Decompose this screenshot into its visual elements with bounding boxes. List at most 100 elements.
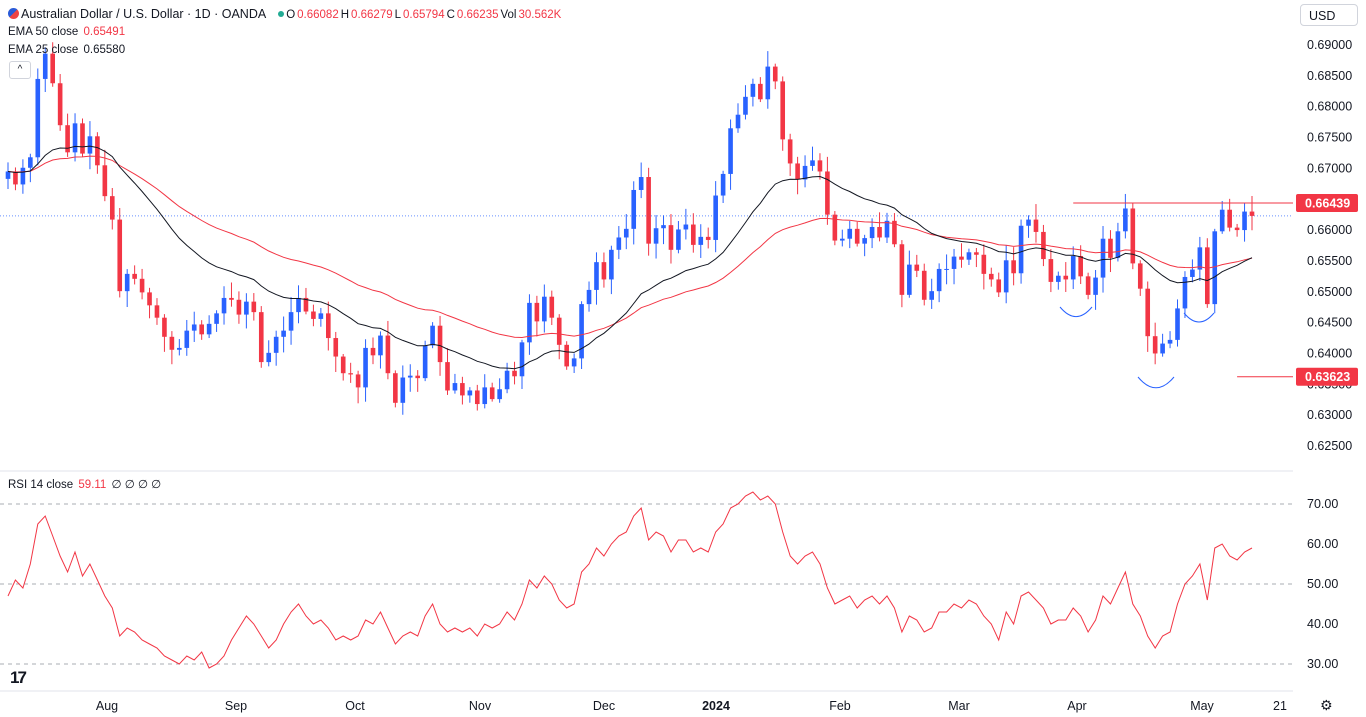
candle-body (862, 238, 867, 244)
candle-body (1011, 260, 1016, 274)
rsi-legend[interactable]: RSI 14 close 59.11 ∅ ∅ ∅ ∅ (8, 477, 163, 493)
candle-body (1123, 208, 1128, 232)
ohlc-key: L (394, 9, 402, 21)
candle-body (758, 83, 763, 100)
candle-body (273, 336, 279, 353)
candle-body (951, 256, 957, 269)
ohlc-key: H (340, 9, 350, 21)
candle-body (206, 323, 212, 335)
candle-body (884, 220, 890, 238)
candle-body (1212, 231, 1218, 305)
candle-body (698, 236, 704, 245)
candle-body (132, 273, 137, 279)
rsi-tick-label: 30.00 (1307, 657, 1338, 671)
ohlc-value: 30.562K (518, 9, 562, 21)
symbol-flag-icon (8, 8, 19, 19)
time-tick-label: Aug (96, 699, 118, 713)
candle-body (981, 254, 987, 274)
candle-body (430, 325, 435, 346)
candle-body (437, 325, 443, 363)
tradingview-logo[interactable]: 17 (10, 668, 27, 687)
candle-body (415, 375, 421, 379)
candle-body (899, 244, 905, 295)
candle-body (124, 273, 130, 292)
ema25-legend[interactable]: EMA 25 close 0.65580 (8, 42, 127, 58)
gear-icon[interactable]: ⚙ (1320, 697, 1333, 713)
rsi-tick-label: 50.00 (1307, 577, 1338, 591)
time-tick-label: Oct (345, 699, 365, 713)
candle-body (258, 312, 264, 363)
candle-body (1249, 211, 1255, 216)
ema50-value: 0.65491 (83, 26, 126, 38)
price-tick-label: 0.67000 (1307, 161, 1352, 175)
candle-body (422, 345, 428, 379)
candle-body (713, 195, 718, 240)
price-tick-label: 0.63000 (1307, 408, 1352, 422)
right-shoulder-arc (1183, 312, 1215, 323)
candle-body (780, 81, 786, 140)
ema50-legend[interactable]: EMA 50 close 0.65491 (8, 24, 127, 40)
ohlc-value: 0.66279 (351, 9, 393, 21)
candle-body (1190, 269, 1195, 277)
candle-body (1130, 208, 1136, 264)
candle-body (378, 335, 383, 356)
ohlc-key: C (446, 9, 455, 21)
ema25-label: EMA 25 close (8, 44, 79, 56)
candle-body (772, 66, 778, 82)
candle-body (467, 390, 473, 396)
candle-body (609, 249, 614, 280)
ohlc-value: 0.66235 (456, 9, 499, 21)
candle-body (534, 302, 540, 322)
candle-body (1078, 255, 1083, 277)
candle-body (839, 238, 845, 241)
candle-body (720, 173, 726, 196)
currency-select[interactable]: USD (1300, 4, 1358, 26)
price-tick-label: 0.62500 (1307, 439, 1352, 453)
collapse-legend-button[interactable]: ^ (9, 61, 31, 79)
candle-body (921, 270, 927, 300)
candle-body (653, 228, 659, 244)
candle-body (571, 358, 577, 367)
time-tick-label: 2024 (702, 699, 730, 713)
candle-body (340, 356, 346, 374)
candle-body (318, 313, 324, 319)
ohlc-value: 0.65794 (403, 9, 445, 21)
symbol-legend: Australian Dollar / U.S. Dollar · 1D · O… (8, 6, 565, 23)
candle-body (832, 214, 838, 241)
symbol-title[interactable]: Australian Dollar / U.S. Dollar · 1D · O… (21, 7, 267, 21)
candle-body (109, 196, 115, 220)
time-tick-label: Dec (593, 699, 615, 713)
rsi-tick-label: 70.00 (1307, 497, 1338, 511)
candle-body (1041, 231, 1046, 260)
candle-body (728, 128, 733, 174)
candle-body (35, 78, 41, 158)
candle-body (229, 297, 234, 300)
candle-body (303, 297, 309, 312)
candle-body (221, 297, 227, 314)
price-tick-label: 0.67500 (1307, 131, 1352, 145)
candle-body (1175, 308, 1180, 340)
candle-body (363, 347, 368, 388)
candle-body (638, 177, 644, 190)
candle-body (1070, 255, 1076, 280)
price-tick-label: 0.69000 (1307, 38, 1352, 52)
price-axis-label: 0.63623 (1305, 370, 1350, 384)
time-tick-label: 21 (1273, 699, 1287, 713)
candle-body (199, 324, 204, 335)
candle-body (385, 335, 391, 374)
candle-body (489, 387, 495, 400)
candle-body (549, 296, 555, 318)
candle-body (504, 370, 510, 390)
price-tick-label: 0.65500 (1307, 254, 1352, 268)
candle-body (594, 262, 599, 290)
candle-body (519, 342, 525, 377)
candle-body (1145, 288, 1151, 337)
price-tick-label: 0.68000 (1307, 100, 1352, 114)
candle-body (847, 228, 853, 239)
candle-body (527, 302, 532, 343)
ema25-value: 0.65580 (83, 44, 126, 56)
candle-body (735, 114, 741, 129)
candle-body (400, 377, 406, 403)
